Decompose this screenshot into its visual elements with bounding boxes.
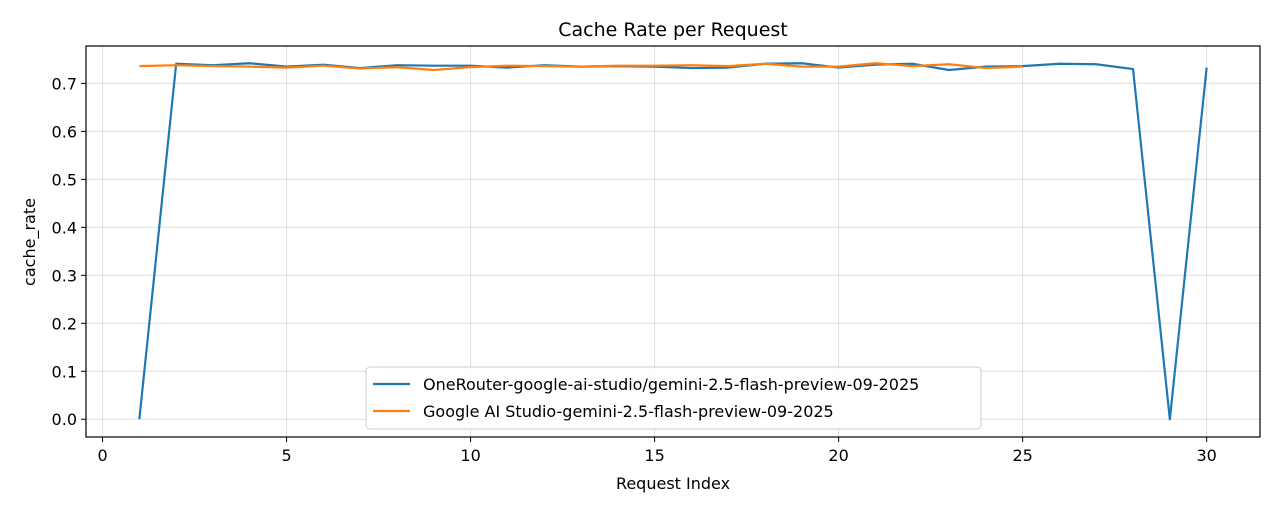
x-tick-label: 15	[644, 446, 664, 465]
series-lines	[138, 62, 1208, 421]
x-tick-label: 0	[97, 446, 107, 465]
y-tick-label: 0.2	[52, 314, 77, 333]
x-tick-label: 30	[1196, 446, 1216, 465]
y-tick-label: 0.6	[52, 122, 77, 141]
x-axis-label: Request Index	[616, 474, 730, 493]
x-tick-label: 20	[828, 446, 848, 465]
axis-ticks: 0 5 10 15 20 25 30 0.0 0.1 0.2 0.3 0.4 0.5 0.6 0.7	[52, 74, 1217, 465]
y-tick-label: 0.4	[52, 218, 77, 237]
y-axis-label: cache_rate	[20, 198, 40, 286]
legend-entry-1: OneRouter-google-ai-studio/gemini-2.5-fl…	[423, 375, 919, 394]
series-line-2	[139, 62, 1023, 72]
legend-entry-2: Google AI Studio-gemini-2.5-flash-previe…	[423, 402, 834, 421]
x-tick-label: 25	[1012, 446, 1032, 465]
y-tick-label: 0.5	[52, 170, 77, 189]
x-tick-label: 10	[460, 446, 480, 465]
y-tick-label: 0.7	[52, 74, 77, 93]
chart-title: Cache Rate per Request	[558, 19, 788, 41]
plot-frame	[85, 45, 1261, 438]
y-tick-label: 0.3	[52, 266, 77, 285]
y-tick-label: 0.1	[52, 362, 77, 381]
grid-lines	[86, 46, 1260, 437]
x-tick-label: 5	[281, 446, 291, 465]
legend-box	[365, 366, 982, 430]
legend: OneRouter-google-ai-studio/gemini-2.5-fl…	[365, 366, 982, 430]
y-tick-label: 0.0	[52, 410, 77, 429]
